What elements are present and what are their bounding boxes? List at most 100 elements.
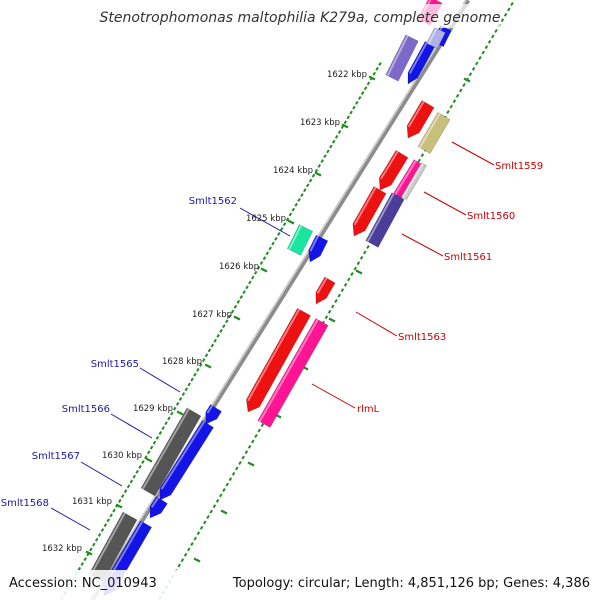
gene-feature-red [378, 149, 409, 191]
gene-label-smlt1559[interactable]: Smlt1559 [495, 161, 543, 172]
minor-tick [326, 149, 330, 154]
minor-tick [184, 387, 189, 392]
minor-tick [282, 222, 287, 227]
minor-tick [204, 353, 209, 358]
gene-feature-teal [286, 224, 314, 256]
gene-label-smlt1566[interactable]: Smlt1566 [62, 404, 110, 415]
gene-feature-pale-highlight [427, 27, 438, 45]
minor-tick [332, 139, 336, 144]
minor-tick [353, 266, 357, 271]
minor-tick [262, 256, 267, 261]
minor-tick [187, 547, 191, 552]
minor-tick [340, 288, 345, 293]
gene-label-smlt1567[interactable]: Smlt1567 [32, 451, 80, 462]
minor-tick [288, 212, 293, 217]
minor-tick [146, 450, 151, 455]
gene-label-smlt1565[interactable]: Smlt1565 [91, 359, 139, 370]
minor-tick [149, 445, 154, 450]
minor-tick [187, 382, 191, 387]
minor-tick [420, 153, 425, 158]
minor-tick [97, 532, 102, 537]
minor-tick [329, 144, 333, 149]
minor-tick [484, 45, 489, 50]
minor-tick [228, 477, 233, 482]
gene-label-smlt1562[interactable]: Smlt1562 [189, 196, 237, 207]
leader-line [110, 413, 153, 439]
minor-tick [305, 183, 310, 188]
leader-line [239, 207, 291, 237]
label-leader-lines [50, 141, 495, 531]
minor-tick [257, 428, 261, 433]
minor-tick [260, 423, 265, 428]
minor-tick [343, 120, 348, 125]
minor-tick [253, 270, 258, 275]
gene-feature-pale [426, 26, 446, 50]
kbp-label: 1623 kbp [300, 118, 340, 128]
minor-tick [366, 81, 371, 86]
gene-feature-grey [401, 162, 427, 200]
minor-tick [294, 202, 298, 207]
minor-tick [268, 246, 272, 251]
minor-tick [183, 552, 188, 557]
gene-label-smlt1561[interactable]: Smlt1561 [444, 252, 492, 263]
minor-tick [196, 531, 201, 536]
minor-tick [320, 159, 324, 164]
minor-tick [247, 444, 252, 449]
minor-tick [213, 338, 217, 343]
leader-line [401, 233, 444, 257]
minor-tick [459, 88, 463, 93]
minor-tick [181, 392, 186, 397]
gene-feature-red [315, 276, 336, 305]
minor-tick [242, 290, 246, 295]
major-tick [463, 77, 471, 83]
gene-feature-blue [308, 234, 329, 263]
minor-tick [193, 536, 197, 541]
gene-feature-blue [205, 404, 222, 425]
kbp-label: 1627 kbp [192, 310, 232, 320]
minor-tick [359, 255, 364, 260]
gene-label-smlt1563[interactable]: Smlt1563 [398, 332, 446, 343]
minor-tick [190, 542, 194, 546]
minor-tick [297, 197, 301, 202]
gene-feature-teal-highlight [288, 225, 302, 250]
gene-feature-red [406, 100, 435, 139]
gene-feature-grey [140, 407, 202, 497]
leader-line [139, 367, 181, 393]
gene-feature-pink-highlight [393, 160, 417, 198]
gene-label-smlt1560[interactable]: Smlt1560 [467, 211, 515, 222]
minor-tick [199, 363, 203, 367]
minor-tick [238, 461, 242, 465]
title-backdrop [100, 4, 500, 28]
gene-feature-indigo-highlight [366, 193, 395, 243]
minor-tick [106, 518, 110, 523]
minor-tick [285, 217, 290, 222]
minor-tick [180, 558, 185, 563]
major-tick [355, 269, 363, 275]
minor-tick [138, 464, 142, 469]
major-tick [287, 219, 295, 225]
gene-feature-indigo [365, 192, 405, 248]
inner-tick-track [60, 62, 382, 600]
gene-feature-purple-highlight [386, 35, 409, 77]
gene-feature-red-highlight [247, 308, 301, 402]
minor-tick [178, 397, 183, 401]
minor-tick [363, 250, 367, 255]
gene-label-rlml[interactable]: rlmL [357, 404, 380, 415]
minor-tick [235, 466, 239, 471]
major-tick [176, 410, 184, 416]
topology-text: Topology: circular; Length: 4,851,126 bp… [232, 576, 590, 591]
minor-tick [100, 528, 105, 532]
minor-tick [366, 245, 370, 249]
gene-features [88, 0, 452, 597]
gene-label-smlt1568[interactable]: Smlt1568 [1, 498, 49, 509]
minor-tick [80, 562, 84, 566]
minor-tick [241, 455, 245, 460]
leader-line [355, 311, 398, 337]
minor-tick [199, 525, 204, 530]
major-tick [204, 363, 212, 369]
gene-feature-grey-highlight [89, 512, 126, 576]
minor-tick [225, 482, 229, 487]
minor-tick [327, 309, 332, 314]
minor-tick [135, 469, 139, 474]
minor-tick [209, 509, 213, 514]
